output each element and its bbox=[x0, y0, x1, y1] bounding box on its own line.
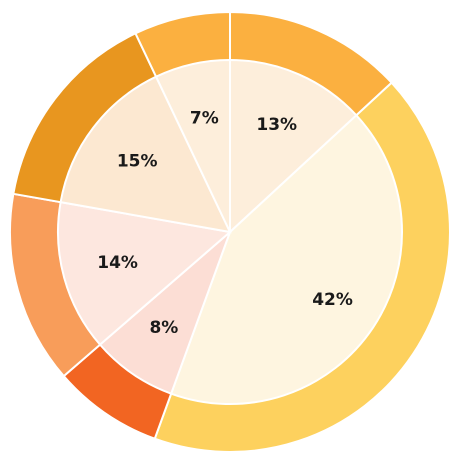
slice-label-1: 13% bbox=[256, 115, 297, 135]
slice-label-5: 15% bbox=[117, 151, 158, 171]
inner-fill-group bbox=[57, 58, 403, 405]
pie-slice-4 bbox=[57, 200, 233, 347]
pie-slice-1 bbox=[229, 58, 358, 235]
slice-label-group: 13% 42% 8% 14% 15% 7% bbox=[97, 108, 353, 338]
slice-label-6: 7% bbox=[190, 108, 219, 128]
pie-slice-5 bbox=[59, 75, 232, 234]
pie-slice-2 bbox=[169, 113, 403, 405]
slice-label-2: 42% bbox=[312, 290, 353, 310]
pie-slice-6 bbox=[154, 58, 231, 233]
slice-label-3: 8% bbox=[149, 318, 178, 338]
slice-label-4: 14% bbox=[97, 253, 138, 273]
